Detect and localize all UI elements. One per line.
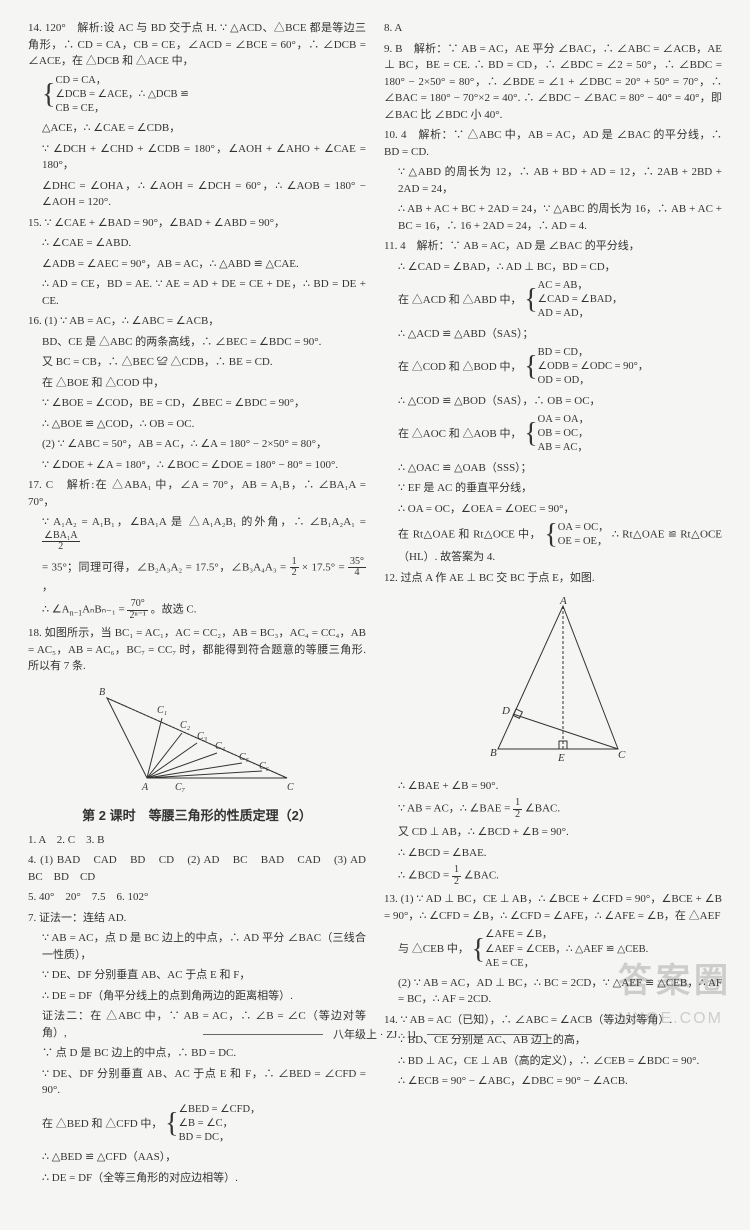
q16-l4: 在 △BOE 和 △COD 中， bbox=[28, 375, 366, 392]
s7-l4: ∴ DE = DF（角平分线上的点到角两边的距离相等）. bbox=[28, 988, 366, 1005]
q15-l1: 15. ∵ ∠CAE + ∠BAD = 90°，∠BAD + ∠ABD = 90… bbox=[28, 215, 366, 232]
s7-l1: 7. 证法一：连结 AD. bbox=[28, 910, 366, 927]
q17-l3: = 35°；同理可得，∠B₂A₃A₂ = 17.5°，∠B₃A₄A₃ = 12 … bbox=[28, 557, 366, 596]
footer-text: 八年级上 · ZJ · 11 bbox=[333, 1029, 417, 1041]
s7-l6: ∵ 点 D 是 BC 边上的中点，∴ BD = DC. bbox=[28, 1045, 366, 1062]
q15-l3: ∠ADB = ∠AEC = 90°，AB = AC，∴ △ABD ≌ △CAE. bbox=[28, 256, 366, 273]
svg-text:C₂: C₂ bbox=[180, 720, 191, 731]
svg-text:C₅: C₅ bbox=[239, 752, 250, 763]
s4: 4. (1) BAD CAD BD CD (2) AD BC BAD CAD (… bbox=[28, 852, 366, 885]
svg-text:B: B bbox=[490, 747, 497, 759]
r-q13-l1: 13. (1) ∵ AD ⊥ BC，CE ⊥ AB，∴ ∠BCE + ∠CFD … bbox=[384, 891, 722, 924]
q14-b1-l3: CB = CE， bbox=[55, 103, 104, 114]
q16-l8: ∵ ∠DOE + ∠A = 180°，∴ ∠BOC = ∠DOE = 180° … bbox=[28, 457, 366, 474]
q15-l2: ∴ ∠CAE = ∠ABD. bbox=[28, 235, 366, 252]
r-q14-l3: ∴ BD ⊥ AC，CE ⊥ AB（高的定义），∴ ∠CEB = ∠BDC = … bbox=[384, 1053, 722, 1070]
figure-2: A B C D E bbox=[384, 594, 722, 770]
r-q11-l1: 11. 4 解析：∵ AB = AC，AD 是 ∠BAC 的平分线， bbox=[384, 238, 722, 255]
q16-l5: ∵ ∠BOE = ∠COD，BE = CD，∠BEC = ∠BDC = 90°， bbox=[28, 395, 366, 412]
s7-l7: ∵ DE、DF 分别垂直 AB、AC 于点 E 和 F，∴ ∠BED = ∠CF… bbox=[28, 1066, 366, 1099]
svg-text:B: B bbox=[99, 687, 105, 698]
r-q11-l8: ∴ △OAC ≌ △OAB（SSS）； bbox=[384, 460, 722, 477]
r-q11-l7: 在 △AOC 和 △AOB 中， { OA = OA， OB = OC， AB … bbox=[384, 413, 722, 456]
svg-text:C₆: C₆ bbox=[259, 761, 270, 772]
q14-head: 14. 120° 解析:设 AC 与 BD 交于点 H. ∵ △ACD、△BCE… bbox=[28, 20, 366, 70]
s7-l9: ∴ △BED ≌ △CFD（AAS）， bbox=[28, 1149, 366, 1166]
page-container: 14. 120° 解析:设 AC 与 BD 交于点 H. ∵ △ACD、△BCE… bbox=[0, 0, 750, 1230]
q15-l4: ∴ AD = CE，BD = AE. ∵ AE = AD + DE = CE +… bbox=[28, 276, 366, 309]
q14-l2: ∵ ∠DCH + ∠CHD + ∠CDB = 180°，∠AOH + ∠AHO … bbox=[28, 141, 366, 174]
q16-l1: 16. (1) ∵ AB = AC，∴ ∠ABC = ∠ACB， bbox=[28, 313, 366, 330]
svg-text:C₁: C₁ bbox=[157, 705, 167, 716]
q14-brace1: { CD = CA， ∠DCB = ∠ACE，∴ △DCB ≌ CB = CE， bbox=[28, 74, 366, 117]
q16-l7: (2) ∵ ∠ABC = 50°，AB = AC，∴ ∠A = 180° − 2… bbox=[28, 436, 366, 453]
q16-l2: BD、CE 是 △ABC 的两条高线，∴ ∠BEC = ∠BDC = 90°. bbox=[28, 334, 366, 351]
r-q11-l9: ∵ EF 是 AC 的垂直平分线， bbox=[384, 480, 722, 497]
r-q12-a5: ∴ ∠BCD = 12 ∠BAC. bbox=[384, 865, 722, 887]
q17-l4: ∴ ∠An−1AₙBₙ₋₁ = 70°2ⁿ⁻¹ 。故选 C. bbox=[28, 599, 366, 621]
q14-l3: ∠DHC = ∠OHA，∴ ∠AOH = ∠DCH = 60°，∴ ∠AOB =… bbox=[28, 178, 366, 211]
r-q11-l5: 在 △COD 和 △BOD 中， { BD = CD， ∠ODB = ∠ODC … bbox=[384, 346, 722, 389]
watermark-en: MXQE.COM bbox=[618, 1007, 732, 1031]
r-q12-a1: ∴ ∠BAE + ∠B = 90°. bbox=[384, 778, 722, 795]
r-q11-l6: ∴ △COD ≌ △BOD（SAS），∴ OB = OC， bbox=[384, 393, 722, 410]
r-q8: 8. A bbox=[384, 20, 722, 37]
left-column: 14. 120° 解析:设 AC 与 BD 交于点 H. ∵ △ACD、△BCE… bbox=[28, 20, 366, 1190]
svg-text:C: C bbox=[618, 749, 626, 761]
r-q11-l2: ∴ ∠CAD = ∠BAD，∴ AD ⊥ BC，BD = CD， bbox=[384, 259, 722, 276]
svg-text:C₃: C₃ bbox=[197, 731, 208, 742]
q18-l1: 18. 如图所示，当 BC₁ = AC₁，AC = CC₂，AB = BC₃，A… bbox=[28, 625, 366, 675]
figure-1: B A C C₁ C₂ C₃ C₄ C₅ C₆ C₇ bbox=[28, 683, 366, 799]
s7-l3: ∵ DE、DF 分别垂直 AB、AC 于点 E 和 F， bbox=[28, 967, 366, 984]
svg-text:C: C bbox=[287, 782, 294, 793]
watermark-cn: 答案圈 bbox=[618, 956, 732, 1007]
q14-a1: △ACE，∴ ∠CAE = ∠CDB， bbox=[28, 120, 366, 137]
r-q12-a4: ∴ ∠BCD = ∠BAE. bbox=[384, 845, 722, 862]
q14-b1-l2: ∠DCB = ∠ACE，∴ △DCB ≌ bbox=[55, 89, 188, 100]
s5: 5. 40° 20° 7.5 6. 102° bbox=[28, 889, 366, 906]
section-2-title: 第 2 课时 等腰三角形的性质定理（2） bbox=[28, 806, 366, 826]
svg-text:E: E bbox=[557, 752, 565, 764]
q14-b1-l1: CD = CA， bbox=[55, 75, 106, 86]
r-q11-l3: 在 △ACD 和 △ABD 中， { AC = AB， ∠CAD = ∠BAD，… bbox=[384, 279, 722, 322]
q16-l6: ∴ △BOE ≌ △COD，∴ OB = OC. bbox=[28, 416, 366, 433]
q17-l1: 17. C 解析:在 △ABA₁ 中，∠A = 70°，AB = A₁B，∴ ∠… bbox=[28, 477, 366, 510]
r-q14-l4: ∴ ∠ECB = 90° − ∠ABC，∠DBC = 90° − ∠ACB. bbox=[384, 1073, 722, 1090]
s7-l2: ∵ AB = AC，点 D 是 BC 边上的中点，∴ AD 平分 ∠BAC（三线… bbox=[28, 930, 366, 963]
r-q10-l3: ∴ AB + AC + BC + 2AD = 24，∵ △ABC 的周长为 16… bbox=[384, 201, 722, 234]
r-q10-l2: ∵ △ABD 的周长为 12，∴ AB + BD + AD = 12，∴ 2AB… bbox=[384, 164, 722, 197]
q17-l2: ∵ A₁A₂ = A₁B₁，∠BA₁A 是 △A₁A₂B₁ 的外角，∴ ∠B₁A… bbox=[28, 514, 366, 553]
r-q9: 9. B 解析：∵ AB = AC，AE 平分 ∠BAC，∴ ∠ABC = ∠A… bbox=[384, 41, 722, 124]
q16-l3: 又 BC = CB，∴ △BEC ≌ △CDB，∴ BE = CD. bbox=[28, 354, 366, 371]
s1: 1. A 2. C 3. B bbox=[28, 832, 366, 849]
s7-l8: 在 △BED 和 △CFD 中， { ∠BED = ∠CFD， ∠B = ∠C，… bbox=[28, 1103, 366, 1146]
svg-text:D: D bbox=[501, 705, 510, 717]
svg-text:C₄: C₄ bbox=[215, 741, 226, 752]
svg-text:C₇: C₇ bbox=[175, 782, 186, 793]
r-q12-a3: 又 CD ⊥ AB，∴ ∠BCD + ∠B = 90°. bbox=[384, 824, 722, 841]
r-q12-l1: 12. 过点 A 作 AE ⊥ BC 交 BC 于点 E，如图. bbox=[384, 570, 722, 587]
r-q11-l10: ∴ OA = OC，∠OEA = ∠OEC = 90°， bbox=[384, 501, 722, 518]
r-q12-a2: ∵ AB = AC，∴ ∠BAE = 12 ∠BAC. bbox=[384, 798, 722, 820]
r-q11-l4: ∴ △ACD ≌ △ABD（SAS）； bbox=[384, 326, 722, 343]
r-q10-l1: 10. 4 解析：∵ △ABC 中，AB = AC，AD 是 ∠BAC 的平分线… bbox=[384, 127, 722, 160]
svg-text:A: A bbox=[559, 595, 567, 607]
svg-text:A: A bbox=[141, 782, 149, 793]
watermark: 答案圈 MXQE.COM bbox=[618, 956, 732, 1031]
s7-l10: ∴ DE = DF（全等三角形的对应边相等）. bbox=[28, 1170, 366, 1187]
r-q11-l11: 在 Rt△OAE 和 Rt△OCE 中， { OA = OC， OE = OE，… bbox=[384, 521, 722, 566]
